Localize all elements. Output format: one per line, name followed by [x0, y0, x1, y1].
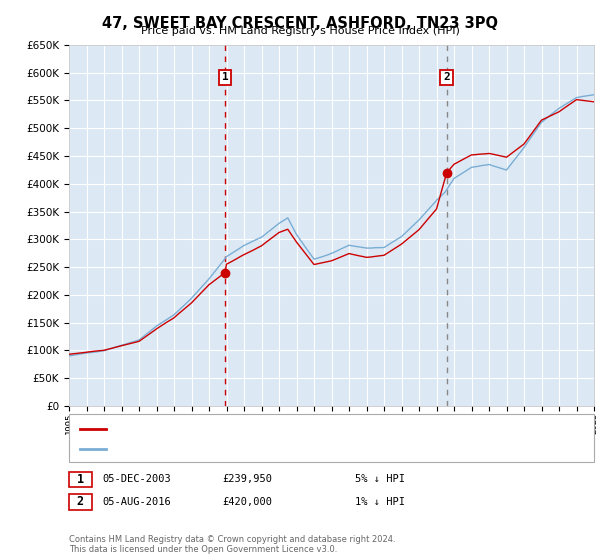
- Text: 2: 2: [77, 495, 84, 508]
- Text: 1% ↓ HPI: 1% ↓ HPI: [355, 497, 404, 507]
- Text: Price paid vs. HM Land Registry's House Price Index (HPI): Price paid vs. HM Land Registry's House …: [140, 26, 460, 36]
- Text: 2: 2: [443, 72, 450, 82]
- Text: This data is licensed under the Open Government Licence v3.0.: This data is licensed under the Open Gov…: [69, 545, 337, 554]
- Text: 05-DEC-2003: 05-DEC-2003: [103, 474, 172, 484]
- Text: 1: 1: [77, 473, 84, 486]
- Text: 47, SWEET BAY CRESCENT, ASHFORD, TN23 3PQ: 47, SWEET BAY CRESCENT, ASHFORD, TN23 3P…: [102, 16, 498, 31]
- Text: 05-AUG-2016: 05-AUG-2016: [103, 497, 172, 507]
- Text: HPI: Average price, detached house, Ashford: HPI: Average price, detached house, Ashf…: [111, 444, 369, 454]
- Text: Contains HM Land Registry data © Crown copyright and database right 2024.: Contains HM Land Registry data © Crown c…: [69, 535, 395, 544]
- Text: 1: 1: [222, 72, 229, 82]
- Text: £420,000: £420,000: [223, 497, 272, 507]
- Text: £239,950: £239,950: [223, 474, 272, 484]
- Text: 47, SWEET BAY CRESCENT, ASHFORD, TN23 3PQ (detached house): 47, SWEET BAY CRESCENT, ASHFORD, TN23 3P…: [111, 424, 459, 433]
- Text: 5% ↓ HPI: 5% ↓ HPI: [355, 474, 404, 484]
